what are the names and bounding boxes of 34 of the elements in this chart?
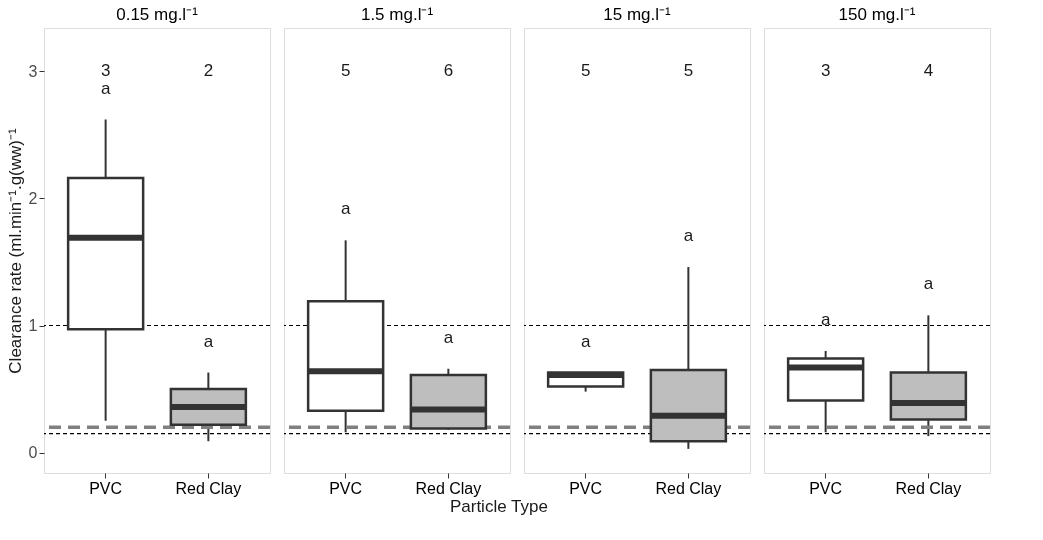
annotation: 5 [683,61,694,80]
x-tick-label: Red Clay [655,479,722,497]
x-tick-label: PVC [809,479,843,497]
annotation: 5 [340,61,351,80]
x-tick-label: PVC [329,479,363,497]
annotation: a [580,331,591,351]
annotation: 6 [443,61,454,80]
annotation: a [203,331,214,351]
y-tick-label: 2 [28,189,38,207]
x-tick-label: Red Clay [895,479,962,497]
annotation: 2 [203,61,214,80]
y-tick-label: 0 [28,444,38,462]
annotation: 5 [580,61,591,80]
y-tick-label: 1 [28,317,38,335]
x-tick-label: PVC [89,479,123,497]
annotation: a [340,199,351,219]
chart-title: 15 mg.l⁻¹ [603,5,672,24]
annotation: a [100,78,111,98]
x-tick-label: Red Clay [415,479,482,497]
chart-title: 0.15 mg.l⁻¹ [116,5,199,24]
chart-title: 1.5 mg.l⁻¹ [360,5,434,24]
annotation: a [820,309,831,329]
x-axis-title: Particle Type [449,496,548,516]
y-tick-label: 3 [28,62,38,80]
chart-title: 150 mg.l⁻¹ [838,5,916,24]
x-tick-label: PVC [569,479,603,497]
annotation: a [683,226,694,246]
annotation: a [443,327,454,347]
annotation: 3 [100,61,111,80]
annotation: a [923,274,934,294]
x-tick-label: Red Clay [175,479,242,497]
annotation: 4 [923,61,934,80]
y-axis-title: Clearance rate (ml.min⁻¹.g(ww)⁻¹ [5,128,25,374]
annotation: 3 [820,61,831,80]
